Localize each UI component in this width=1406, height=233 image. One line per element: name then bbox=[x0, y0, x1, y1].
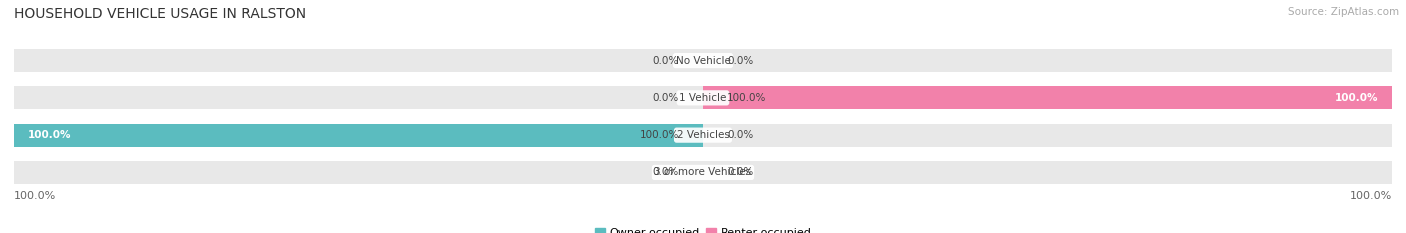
Text: 0.0%: 0.0% bbox=[727, 130, 754, 140]
Text: No Vehicle: No Vehicle bbox=[675, 56, 731, 65]
Text: 100.0%: 100.0% bbox=[1334, 93, 1378, 103]
Text: 2 Vehicles: 2 Vehicles bbox=[676, 130, 730, 140]
Text: 0.0%: 0.0% bbox=[652, 168, 679, 177]
Text: 1 Vehicle: 1 Vehicle bbox=[679, 93, 727, 103]
Text: 0.0%: 0.0% bbox=[652, 93, 679, 103]
Text: 3 or more Vehicles: 3 or more Vehicles bbox=[654, 168, 752, 177]
Text: 100.0%: 100.0% bbox=[727, 93, 766, 103]
Bar bbox=[14, 86, 1392, 110]
Text: 0.0%: 0.0% bbox=[727, 168, 754, 177]
Bar bbox=[14, 161, 1392, 184]
Bar bbox=[14, 123, 703, 147]
Text: 100.0%: 100.0% bbox=[1350, 191, 1392, 201]
Text: 0.0%: 0.0% bbox=[652, 56, 679, 65]
Text: 100.0%: 100.0% bbox=[14, 191, 56, 201]
Bar bbox=[14, 49, 1392, 72]
Text: Source: ZipAtlas.com: Source: ZipAtlas.com bbox=[1288, 7, 1399, 17]
Bar bbox=[14, 123, 1392, 147]
Text: 100.0%: 100.0% bbox=[640, 130, 679, 140]
Legend: Owner-occupied, Renter-occupied: Owner-occupied, Renter-occupied bbox=[591, 223, 815, 233]
Text: HOUSEHOLD VEHICLE USAGE IN RALSTON: HOUSEHOLD VEHICLE USAGE IN RALSTON bbox=[14, 7, 307, 21]
Bar bbox=[703, 86, 1392, 110]
Text: 0.0%: 0.0% bbox=[727, 56, 754, 65]
Text: 100.0%: 100.0% bbox=[28, 130, 72, 140]
